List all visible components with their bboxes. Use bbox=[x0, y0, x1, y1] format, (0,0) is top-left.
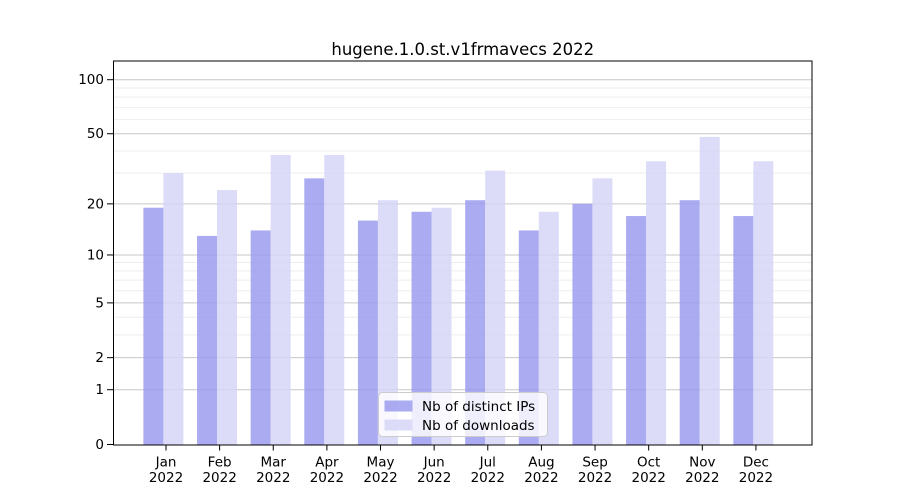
legend-label-distinct-ips: Nb of distinct IPs bbox=[422, 399, 535, 415]
x-tick-label-month: Feb bbox=[208, 455, 232, 471]
bar-distinct-ips-dec bbox=[733, 216, 754, 445]
x-tick-label-month: Jan bbox=[155, 455, 177, 471]
bar-distinct-ips-oct bbox=[626, 216, 647, 445]
y-tick-label: 1 bbox=[95, 382, 104, 398]
bar-downloads-sep bbox=[592, 178, 613, 445]
chart-title: hugene.1.0.st.v1frmavecs 2022 bbox=[331, 40, 594, 59]
legend: Nb of distinct IPs Nb of downloads bbox=[378, 392, 548, 437]
y-tick-label: 20 bbox=[87, 196, 104, 212]
x-tick-label-month: Mar bbox=[261, 455, 287, 471]
bar-distinct-ips-jun bbox=[411, 211, 432, 445]
legend-box bbox=[378, 392, 548, 437]
legend-label-downloads: Nb of downloads bbox=[422, 418, 535, 434]
x-tick-label-month: May bbox=[367, 455, 395, 471]
x-tick-label-year: 2022 bbox=[739, 470, 773, 486]
bar-downloads-may bbox=[377, 200, 398, 445]
x-tick-label-month: Jun bbox=[423, 455, 445, 471]
x-tick-label-year: 2022 bbox=[202, 470, 236, 486]
x-tick-label-year: 2022 bbox=[363, 470, 397, 486]
x-tick-label-month: Oct bbox=[637, 455, 660, 471]
bar-downloads-mar bbox=[270, 154, 291, 445]
bar-downloads-oct bbox=[646, 161, 667, 446]
x-tick-label-year: 2022 bbox=[524, 470, 558, 486]
bar-downloads-aug bbox=[538, 211, 559, 445]
bar-downloads-jul bbox=[485, 170, 506, 446]
legend-swatch-downloads-icon bbox=[384, 419, 413, 431]
y-tick-label: 0 bbox=[95, 437, 104, 453]
bar-downloads-feb bbox=[217, 190, 238, 445]
bar-downloads-dec bbox=[753, 161, 774, 446]
x-tick-label-year: 2022 bbox=[149, 470, 183, 486]
x-tick-label-month: Jul bbox=[479, 455, 496, 471]
x-tick-label-year: 2022 bbox=[256, 470, 290, 486]
bar-distinct-ips-nov bbox=[679, 200, 700, 445]
legend-swatch-distinct-ips-icon bbox=[384, 400, 413, 412]
bar-distinct-ips-aug bbox=[518, 230, 539, 445]
bar-downloads-jan bbox=[163, 173, 184, 445]
y-tick-label: 2 bbox=[95, 350, 104, 366]
x-tick-label-month: Apr bbox=[315, 455, 339, 471]
x-tick-label-year: 2022 bbox=[310, 470, 344, 486]
bar-distinct-ips-mar bbox=[250, 230, 271, 445]
x-tick-label-year: 2022 bbox=[417, 470, 451, 486]
bar-distinct-ips-may bbox=[357, 220, 378, 445]
bar-distinct-ips-feb bbox=[197, 235, 218, 445]
bar-downloads-apr bbox=[324, 154, 345, 445]
bars bbox=[143, 136, 774, 446]
y-tick-label: 5 bbox=[95, 295, 104, 311]
bar-distinct-ips-sep bbox=[572, 203, 593, 445]
bar-downloads-nov bbox=[699, 136, 720, 445]
x-tick-label-month: Nov bbox=[689, 455, 715, 471]
x-tick-label-year: 2022 bbox=[685, 470, 719, 486]
x-tick-label-year: 2022 bbox=[631, 470, 665, 486]
y-tick-label: 10 bbox=[87, 247, 104, 263]
x-axis: Jan2022Feb2022Mar2022Apr2022May2022Jun20… bbox=[149, 445, 773, 486]
x-tick-label-year: 2022 bbox=[471, 470, 505, 486]
x-tick-label-month: Aug bbox=[528, 455, 554, 471]
bar-distinct-ips-jan bbox=[143, 207, 164, 445]
y-tick-label: 100 bbox=[78, 72, 104, 88]
y-tick-label: 50 bbox=[87, 126, 104, 142]
bar-distinct-ips-apr bbox=[304, 178, 325, 445]
x-tick-label-year: 2022 bbox=[578, 470, 612, 486]
bar-distinct-ips-jul bbox=[465, 200, 486, 445]
x-tick-label-month: Dec bbox=[743, 455, 769, 471]
bar-downloads-jun bbox=[431, 207, 452, 445]
plot-frame bbox=[113, 60, 813, 446]
x-tick-label-month: Sep bbox=[582, 455, 607, 471]
